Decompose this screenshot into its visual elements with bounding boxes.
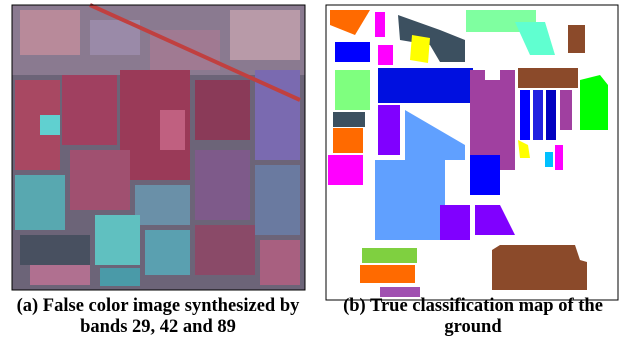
caption: (a) False color image synthesized by ban… xyxy=(3,296,313,338)
caption: (b) True classification map of the groun… xyxy=(318,296,628,338)
figure: (a) False color image synthesized by ban… xyxy=(0,0,630,354)
false-color-image xyxy=(12,5,305,290)
ground-truth-map xyxy=(326,5,618,300)
